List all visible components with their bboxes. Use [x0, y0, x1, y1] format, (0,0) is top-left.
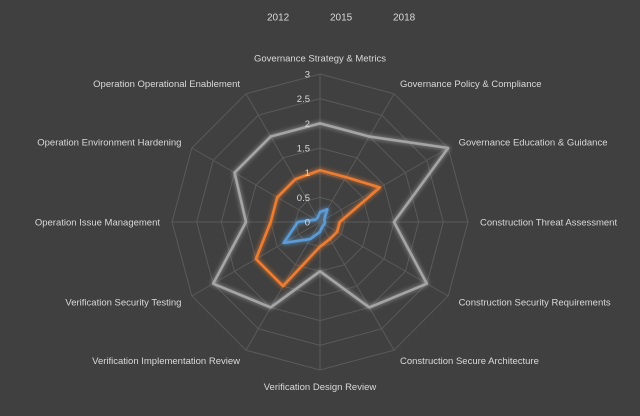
spoke-5 [319, 221, 395, 351]
spoke-11 [245, 93, 321, 223]
tick-label-3: 1.5 [297, 144, 310, 155]
spoke-1 [319, 93, 395, 223]
legend: 2012 2015 2018 [243, 13, 416, 24]
series-line-2015 [254, 168, 382, 288]
legend-label-2018: 2018 [393, 13, 416, 24]
category-label-11: Operation Operational Enablement [93, 79, 240, 90]
category-label-0: Governance Strategy & Metrics [254, 54, 386, 65]
tick-label-6: 3 [305, 70, 310, 81]
category-label-7: Verification Implementation Review [92, 356, 240, 367]
series-line-2018 [211, 122, 450, 309]
legend-label-2015: 2015 [330, 13, 353, 24]
tick-label-4: 2 [305, 119, 310, 130]
tick-label-5: 2.5 [297, 94, 310, 105]
category-label-3: Construction Threat Assessment [480, 218, 617, 229]
series-layer [211, 122, 450, 309]
category-label-2: Governance Education & Guidance [459, 138, 608, 149]
category-label-4: Construction Security Requirements [459, 298, 611, 309]
radial-ticks: 0 0.5 1 1.5 2 2.5 3 [297, 70, 310, 229]
category-label-9: Operation Issue Management [35, 218, 161, 229]
category-label-10: Operation Environment Hardening [37, 138, 181, 149]
series-line-2012 [282, 207, 329, 245]
radar-spokes [172, 74, 468, 370]
category-label-5: Construction Secure Architecture [400, 356, 539, 367]
spoke-10 [191, 147, 321, 223]
category-label-1: Governance Policy & Compliance [400, 79, 542, 90]
spoke-2 [319, 147, 449, 223]
category-label-8: Verification Security Testing [65, 298, 181, 309]
tick-label-2: 1 [305, 168, 310, 179]
legend-label-2012: 2012 [267, 13, 290, 24]
category-labels: Governance Strategy & Metrics Governance … [35, 54, 618, 394]
category-label-6: Verification Design Review [264, 382, 377, 393]
tick-label-0: 0 [305, 218, 310, 229]
tick-label-1: 0.5 [297, 193, 310, 204]
